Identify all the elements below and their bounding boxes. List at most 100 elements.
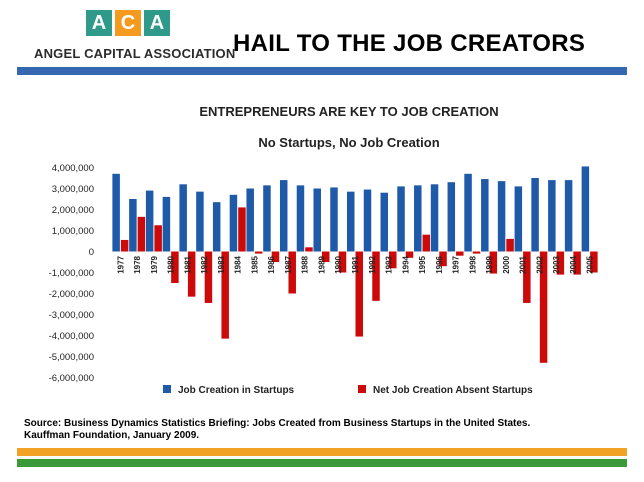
bar-net-absent-startups-1994 [405,251,414,258]
bar-net-absent-startups-1983 [221,251,229,339]
bar-startup-jobs-1991 [347,191,355,252]
legend-swatch-job-creation-in-startups [163,385,171,393]
legend-label-net-job-creation-absent-startups: Net Job Creation Absent Startups [373,385,533,396]
y-tick-label: 1,000,000 [52,226,94,237]
bar-net-absent-startups-1993 [389,251,397,269]
x-tick-label: 1995 [418,255,427,273]
x-tick-label: 1985 [250,255,259,273]
bar-startup-jobs-1990 [330,187,338,252]
y-axis-tick-labels: 4,000,000 3,000,000 2,000,000 1,000,000 0 -1,… [49,163,94,384]
y-tick-label: 0 [89,247,94,258]
chart-legend: Job Creation in Startups Net Job Creatio… [163,385,533,396]
bar-startup-jobs-1999 [481,179,489,252]
source-citation: Source: Business Dynamics Statistics Bri… [24,418,624,442]
y-tick-label: -3,000,000 [49,310,94,321]
bar-net-absent-startups-2005 [590,251,598,273]
x-tick-label: 1990 [334,255,343,273]
bar-net-absent-startups-1988 [305,247,313,252]
bar-startup-jobs-1983 [212,202,221,252]
x-axis-tick-labels: 1977 1978 1979 1980 1981 1982 1983 1984 1985 1986… [116,255,594,273]
bar-net-absent-startups-1997 [456,251,464,256]
bar-net-absent-startups-1999 [489,251,498,274]
y-tick-label: -5,000,000 [49,352,94,363]
legend-swatch-net-job-creation-absent-startups [358,385,366,393]
bar-startup-jobs-1996 [430,184,439,252]
x-tick-label: 1982 [200,255,209,273]
bar-net-absent-startups-2004 [573,251,581,275]
x-tick-label: 1999 [485,255,494,273]
y-tick-label: 2,000,000 [52,205,94,216]
bar-startup-jobs-1994 [397,186,405,252]
bar-net-absent-startups-2002 [539,251,548,363]
logo-letter-a2: A [144,10,170,36]
y-tick-label: 3,000,000 [52,184,94,195]
bar-startup-jobs-1989 [313,188,321,252]
bar-net-absent-startups-1991 [355,251,363,337]
bar-startup-jobs-1985 [246,188,254,252]
chart-bars [112,166,598,363]
x-tick-label: 1987 [284,255,293,273]
bar-net-absent-startups-2003 [556,251,565,275]
x-tick-label: 2003 [552,255,561,273]
logo-organization-name: ANGEL CAPITAL ASSOCIATION [34,46,236,61]
bar-startup-jobs-1984 [229,194,238,252]
bar-net-absent-startups-1978 [137,216,146,252]
bar-startup-jobs-2000 [497,181,506,252]
logo-letter-boxes: A C A [86,10,170,36]
bar-startup-jobs-1978 [129,199,137,252]
bar-startup-jobs-1979 [145,190,154,252]
logo-letter-a1: A [86,10,112,36]
x-tick-label: 1989 [317,255,326,273]
bar-startup-jobs-2005 [581,166,590,252]
bar-startup-jobs-1982 [196,191,204,252]
y-tick-label: -6,000,000 [49,373,94,384]
x-tick-label: 1984 [234,255,243,273]
x-tick-label: 1997 [452,255,461,273]
bar-startup-jobs-1987 [279,180,288,252]
x-tick-label: 1991 [351,255,360,273]
x-tick-label: 1983 [217,255,226,273]
x-tick-label: 1977 [116,255,125,273]
y-tick-label: -4,000,000 [49,331,94,342]
bar-net-absent-startups-2000 [506,238,514,252]
x-tick-label: 2005 [586,255,595,273]
bar-net-absent-startups-1998 [472,251,481,254]
bottom-divider-bar-green [17,459,627,467]
bar-startup-jobs-2001 [514,186,523,252]
bar-startup-jobs-1998 [464,173,472,252]
x-tick-label: 1993 [385,255,394,273]
x-tick-label: 1986 [267,255,276,273]
bottom-divider-bar-orange [17,448,627,456]
logo-letter-c: C [115,10,141,36]
x-tick-label: 2001 [519,255,528,273]
x-tick-label: 1996 [435,255,444,273]
bar-startup-jobs-1993 [380,192,389,252]
bar-startup-jobs-1986 [263,185,271,252]
source-line-1: Source: Business Dynamics Statistics Bri… [24,418,531,429]
bar-net-absent-startups-2001 [523,251,531,303]
bar-net-absent-startups-1996 [439,251,447,267]
x-tick-label: 2002 [535,255,544,273]
bar-net-absent-startups-1981 [187,251,196,297]
x-tick-label: 1978 [133,255,142,273]
bar-net-absent-startups-1995 [422,234,431,252]
x-tick-label: 1979 [150,255,159,273]
x-tick-label: 1994 [401,255,410,273]
top-divider-bar [17,67,627,75]
legend-label-job-creation-in-startups: Job Creation in Startups [178,385,295,396]
x-tick-label: 2004 [569,255,578,273]
bar-startup-jobs-1988 [296,185,305,252]
slide-title: HAIL TO THE JOB CREATORS [233,30,586,57]
bar-startup-jobs-1992 [363,189,372,252]
bar-net-absent-startups-1979 [154,225,162,252]
bar-startup-jobs-1997 [447,182,456,252]
bar-startup-jobs-1980 [162,196,171,252]
bar-net-absent-startups-1982 [204,251,213,303]
x-tick-label: 1992 [368,255,377,273]
bar-net-absent-startups-1987 [288,251,296,294]
x-tick-label: 1981 [183,255,192,273]
bar-net-absent-startups-1984 [238,207,246,252]
y-tick-label: -1,000,000 [49,268,94,279]
bar-startup-jobs-2004 [564,180,573,252]
bar-net-absent-startups-1980 [171,251,179,283]
